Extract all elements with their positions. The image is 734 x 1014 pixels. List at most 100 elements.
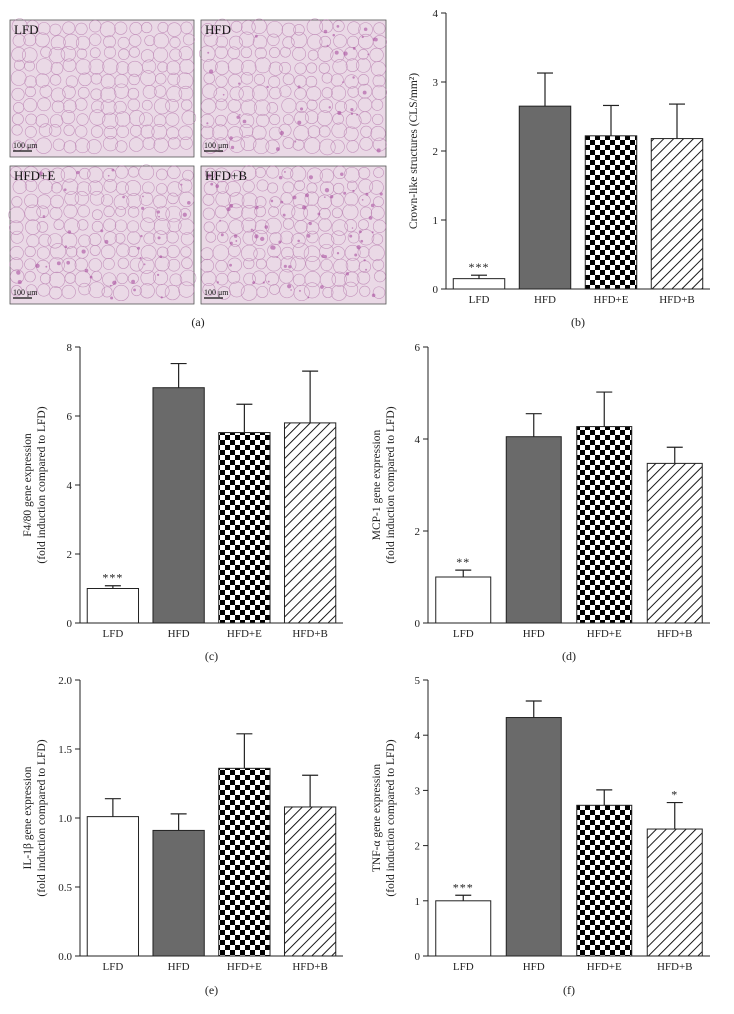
bar-hfd-plus-b [646, 828, 703, 957]
bar-chart: 0.0 0.5 1.0 1.5 2.0 IL-1β gene expression (fol… [22, 675, 343, 997]
y-tick-label: 1 [433, 215, 439, 227]
bar-hfd-plus-e [576, 426, 633, 624]
bar-hfd [518, 105, 572, 290]
bar-hfd [505, 717, 562, 957]
y-tick-label: 0 [415, 618, 421, 630]
micrograph-image [9, 19, 195, 158]
bar-hfd-plus-b [646, 462, 703, 624]
y-axis-title: MCP-1 gene expression [371, 429, 383, 540]
significance-marker: * [671, 788, 678, 802]
micrograph-panel: HFD+B 100 μm [200, 165, 387, 305]
x-tick-label: HFD [168, 628, 190, 640]
bar-lfd [86, 588, 140, 624]
y-tick-label: 2.0 [58, 675, 72, 687]
y-tick-label: 3 [433, 77, 439, 89]
scale-bar-label: 100 μm [13, 141, 38, 150]
bar-hfd-plus-e [584, 135, 638, 290]
bar-hfd-plus-e [218, 767, 271, 957]
bar-hfd-plus-e [576, 804, 633, 957]
adipocyte-texture [10, 18, 197, 155]
scale-bar-label: 100 μm [13, 288, 38, 297]
y-tick-label: 6 [415, 342, 421, 354]
panel-letter: (d) [562, 649, 576, 663]
x-tick-label: LFD [453, 961, 474, 973]
micrograph-label: HFD+B [205, 168, 247, 183]
bar-hfd-plus-b [283, 422, 337, 624]
x-tick-label: HFD+E [227, 961, 262, 973]
y-axis-title: Crown-like structures (CLS/mm²) [408, 73, 420, 229]
x-tick-label: HFD+B [292, 961, 328, 973]
bar-chart: 0 2 4 6 8 F4/80 gene expression (fold inductio… [22, 342, 343, 663]
y-axis-title: (fold induction compared to LFD) [385, 739, 397, 896]
significance-marker: *** [469, 260, 490, 274]
y-tick-label: 2 [415, 841, 421, 853]
x-tick-label: LFD [102, 961, 123, 973]
y-tick-label: 0 [433, 284, 439, 296]
y-tick-label: 0 [67, 618, 73, 630]
bar-lfd [452, 278, 506, 290]
y-axis-title: (fold induction compared to LFD) [36, 739, 48, 896]
y-axis-title: (fold induction compared to LFD) [385, 406, 397, 563]
x-tick-label: LFD [102, 628, 123, 640]
x-tick-label: HFD+E [227, 628, 262, 640]
y-axis-title: (fold induction compared to LFD) [36, 406, 48, 563]
y-tick-label: 2 [67, 549, 73, 561]
bar-lfd [86, 816, 140, 957]
adipocyte-texture [200, 165, 387, 302]
bar-chart: 0 1 2 3 4 Crown-like structures (CLS/mm²) *** L… [408, 8, 710, 329]
y-tick-label: 2 [415, 526, 421, 538]
significance-marker: *** [102, 571, 123, 585]
y-tick-label: 4 [415, 730, 421, 742]
scale-bar-label: 100 μm [204, 141, 229, 150]
bar-hfd [152, 829, 205, 957]
bar-lfd [435, 900, 492, 957]
bar-chart: 0 2 4 6 MCP-1 gene expression (fold induction… [371, 342, 710, 663]
y-tick-label: 1 [415, 896, 421, 908]
significance-marker: *** [453, 880, 474, 894]
y-axis-title: IL-1β gene expression [22, 766, 34, 869]
micrograph-panel: HFD 100 μm [199, 18, 387, 158]
bar-hfd [505, 436, 562, 624]
y-tick-label: 5 [415, 675, 421, 687]
x-tick-label: HFD+E [594, 294, 629, 306]
panel-letter: (f) [563, 983, 575, 997]
micrograph-panel: HFD+E 100 μm [8, 164, 197, 305]
panel-letter: (c) [205, 649, 218, 663]
y-tick-label: 3 [415, 785, 421, 797]
adipocyte-texture [199, 18, 387, 156]
significance-marker: ** [456, 555, 470, 569]
x-tick-label: HFD+E [587, 961, 622, 973]
y-tick-label: 1.0 [58, 813, 72, 825]
bar-hfd-plus-e [218, 432, 271, 624]
x-tick-label: HFD [534, 294, 556, 306]
y-tick-label: 0 [415, 951, 421, 963]
y-axis-title: F4/80 gene expression [22, 433, 34, 537]
x-tick-label: HFD [168, 961, 190, 973]
stain-clusters [16, 168, 191, 300]
y-axis-title: TNF-α gene expression [371, 764, 383, 872]
x-tick-label: HFD+B [292, 628, 328, 640]
panel-letter: (a) [191, 315, 204, 329]
bar-hfd [152, 387, 205, 624]
adipocyte-texture [8, 164, 197, 302]
micrograph-panel: LFD 100 μm [9, 18, 197, 158]
y-tick-label: 4 [415, 434, 421, 446]
x-tick-label: HFD [523, 628, 545, 640]
micrograph-label: HFD [205, 22, 231, 37]
stain-clusters [206, 170, 383, 299]
histology-panel-group: LFD 100 μm HFD 100 μm HFD+E 100 μm HFD+B 100 μm… [8, 18, 387, 329]
x-tick-label: LFD [469, 294, 490, 306]
bar-hfd-plus-b [283, 806, 337, 957]
panel-letter: (b) [571, 315, 585, 329]
x-tick-label: HFD+E [587, 628, 622, 640]
y-tick-label: 8 [67, 342, 73, 354]
y-tick-label: 4 [433, 8, 439, 20]
x-tick-label: LFD [453, 628, 474, 640]
bar-chart: 0 1 2 3 4 5 TNF-α gene expression (fold inducti… [371, 675, 710, 997]
micrograph-label: LFD [14, 22, 39, 37]
x-tick-label: HFD+B [657, 961, 693, 973]
x-tick-label: HFD [523, 961, 545, 973]
y-tick-label: 4 [67, 480, 73, 492]
